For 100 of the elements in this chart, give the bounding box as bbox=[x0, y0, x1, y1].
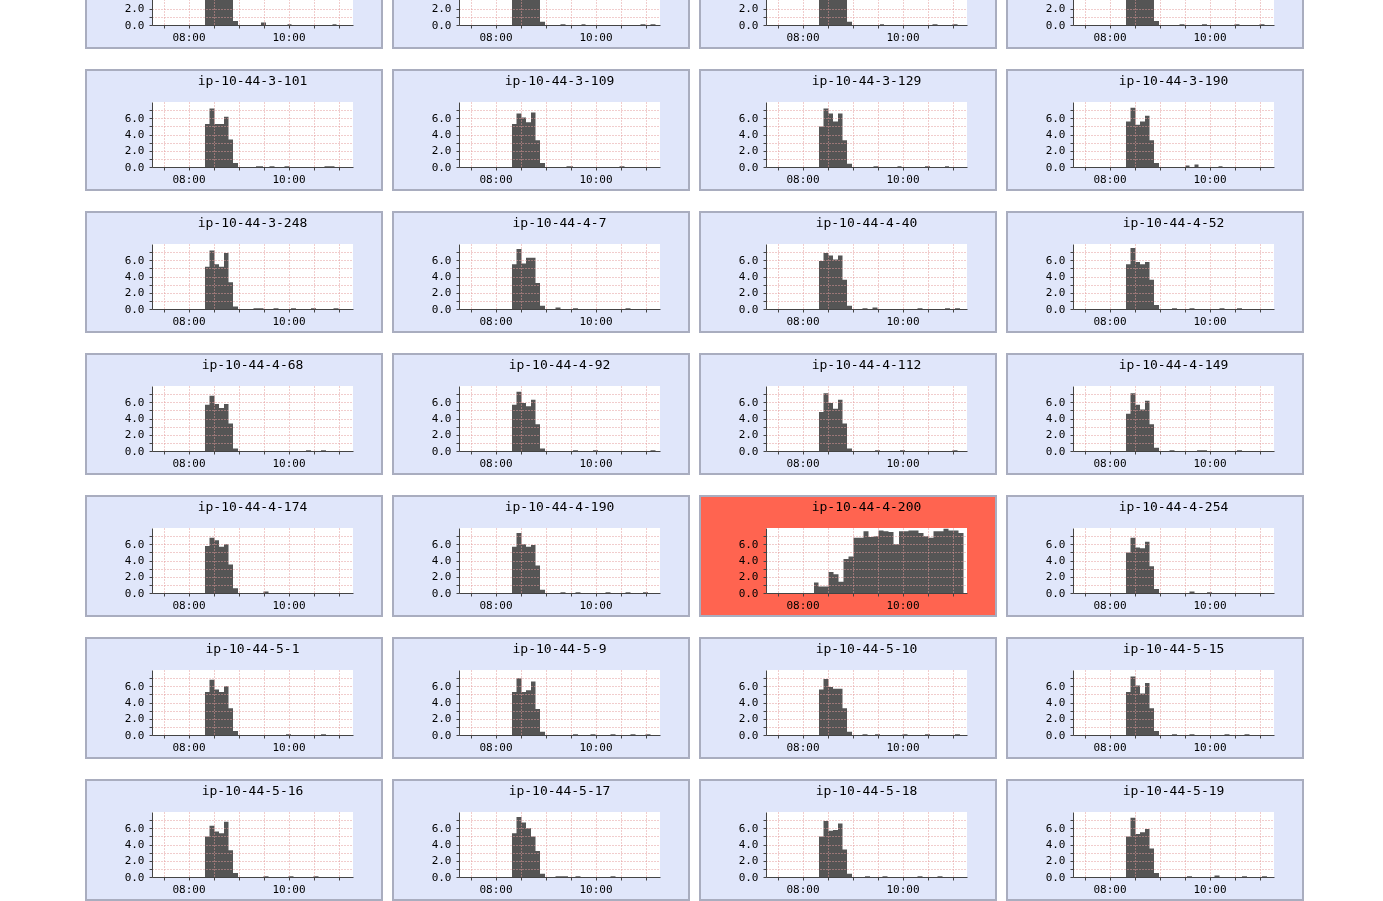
y-tick-label: 2.0 bbox=[431, 2, 452, 16]
x-tick-label: 10:00 bbox=[579, 30, 613, 44]
chart-title: ip-10-44-5-17 bbox=[508, 783, 611, 798]
y-tick-label: 6.0 bbox=[431, 395, 452, 409]
chart-title: ip-10-44-3-129 bbox=[811, 73, 922, 88]
y-tick-label: 2.0 bbox=[124, 712, 145, 726]
y-tick-label: 6.0 bbox=[1045, 111, 1066, 125]
y-tick-label: 6.0 bbox=[1045, 395, 1066, 409]
y-tick-label: 4.0 bbox=[124, 696, 145, 709]
y-tick-label: 2.0 bbox=[738, 712, 759, 726]
chart-title: ip-10-44-3-190 bbox=[1118, 73, 1229, 88]
chart-title: ip-10-44-5-9 bbox=[512, 641, 607, 656]
x-tick-label: 10:00 bbox=[1193, 172, 1227, 186]
x-tick-label: 10:00 bbox=[579, 172, 613, 186]
chart-title: ip-10-44-4-174 bbox=[197, 499, 308, 514]
x-tick-label: 08:00 bbox=[1093, 882, 1127, 896]
y-tick-label: 4.0 bbox=[1045, 412, 1066, 425]
y-tick-label: 4.0 bbox=[431, 128, 452, 141]
y-tick-label: 2.0 bbox=[124, 144, 145, 158]
y-tick-label: 2.0 bbox=[1045, 144, 1066, 158]
y-tick-label: 2.0 bbox=[124, 428, 145, 442]
x-tick-label: 08:00 bbox=[479, 314, 513, 328]
y-tick-label: 2.0 bbox=[431, 854, 452, 868]
y-tick-label: 0.0 bbox=[1045, 160, 1066, 174]
x-tick-label: 10:00 bbox=[579, 314, 613, 328]
chart-title: ip-10-44-4-190 bbox=[504, 499, 615, 514]
y-tick-label: 0.0 bbox=[124, 444, 145, 458]
y-tick-label: 2.0 bbox=[1045, 286, 1066, 300]
y-tick-label: 0.0 bbox=[431, 586, 452, 600]
x-tick-label: 08:00 bbox=[1093, 172, 1127, 186]
y-tick-label: 0.0 bbox=[431, 870, 452, 884]
y-tick-label: 2.0 bbox=[431, 286, 452, 300]
y-tick-label: 4.0 bbox=[431, 838, 452, 851]
y-tick-label: 2.0 bbox=[738, 854, 759, 868]
y-tick-label: 2.0 bbox=[1045, 2, 1066, 16]
x-tick-label: 10:00 bbox=[579, 882, 613, 896]
chart-title: ip-10-44-5-18 bbox=[815, 783, 918, 798]
x-tick-label: 10:00 bbox=[1193, 882, 1227, 896]
y-tick-label: 6.0 bbox=[431, 111, 452, 125]
x-tick-label: 08:00 bbox=[479, 30, 513, 44]
y-tick-label: 4.0 bbox=[1045, 696, 1066, 709]
x-tick-label: 08:00 bbox=[172, 30, 206, 44]
x-tick-label: 10:00 bbox=[1193, 314, 1227, 328]
chart-title: ip-10-44-3-101 bbox=[197, 73, 308, 88]
y-tick-label: 2.0 bbox=[124, 2, 145, 16]
y-tick-label: 0.0 bbox=[738, 444, 759, 458]
x-tick-label: 08:00 bbox=[786, 598, 820, 612]
y-tick-label: 2.0 bbox=[124, 286, 145, 300]
chart-title: ip-10-44-4-92 bbox=[508, 357, 611, 372]
y-tick-label: 2.0 bbox=[738, 144, 759, 158]
chart-title: ip-10-44-4-254 bbox=[1118, 499, 1229, 514]
x-tick-label: 10:00 bbox=[1193, 456, 1227, 470]
y-tick-label: 0.0 bbox=[738, 870, 759, 884]
y-tick-label: 2.0 bbox=[738, 428, 759, 442]
chart-title: ip-10-44-5-19 bbox=[1122, 783, 1225, 798]
x-tick-label: 10:00 bbox=[579, 456, 613, 470]
x-tick-label: 08:00 bbox=[786, 30, 820, 44]
y-tick-label: 4.0 bbox=[124, 270, 145, 283]
x-tick-label: 08:00 bbox=[786, 314, 820, 328]
x-tick-label: 08:00 bbox=[1093, 314, 1127, 328]
y-tick-label: 0.0 bbox=[1045, 18, 1066, 32]
y-tick-label: 6.0 bbox=[738, 395, 759, 409]
y-tick-label: 6.0 bbox=[431, 253, 452, 267]
y-tick-label: 6.0 bbox=[124, 111, 145, 125]
y-tick-label: 4.0 bbox=[738, 412, 759, 425]
y-tick-label: 6.0 bbox=[738, 821, 759, 835]
y-tick-label: 6.0 bbox=[738, 679, 759, 693]
y-tick-label: 4.0 bbox=[431, 554, 452, 567]
x-tick-label: 10:00 bbox=[579, 740, 613, 754]
y-tick-label: 6.0 bbox=[124, 395, 145, 409]
x-tick-label: 10:00 bbox=[886, 740, 920, 754]
y-tick-label: 6.0 bbox=[431, 679, 452, 693]
x-tick-label: 10:00 bbox=[272, 882, 306, 896]
chart-title: ip-10-44-4-52 bbox=[1122, 215, 1225, 230]
y-tick-label: 2.0 bbox=[431, 428, 452, 442]
chart-title: ip-10-44-3-248 bbox=[197, 215, 308, 230]
y-tick-label: 2.0 bbox=[738, 2, 759, 16]
y-tick-label: 0.0 bbox=[124, 870, 145, 884]
y-tick-label: 2.0 bbox=[431, 570, 452, 584]
y-tick-label: 2.0 bbox=[1045, 712, 1066, 726]
chart-title: ip-10-44-5-16 bbox=[201, 783, 304, 798]
chart-title: ip-10-44-4-149 bbox=[1118, 357, 1229, 372]
y-tick-label: 4.0 bbox=[1045, 270, 1066, 283]
y-tick-label: 6.0 bbox=[124, 821, 145, 835]
chart-title: ip-10-44-4-40 bbox=[815, 215, 918, 230]
y-tick-label: 0.0 bbox=[1045, 728, 1066, 742]
x-tick-label: 08:00 bbox=[479, 172, 513, 186]
x-tick-label: 10:00 bbox=[272, 30, 306, 44]
y-tick-label: 6.0 bbox=[431, 537, 452, 551]
y-tick-label: 4.0 bbox=[1045, 554, 1066, 567]
x-tick-label: 10:00 bbox=[272, 172, 306, 186]
y-tick-label: 2.0 bbox=[1045, 854, 1066, 868]
chart-title: ip-10-44-5-1 bbox=[205, 641, 300, 656]
y-tick-label: 6.0 bbox=[1045, 821, 1066, 835]
y-tick-label: 0.0 bbox=[1045, 586, 1066, 600]
y-tick-label: 6.0 bbox=[124, 253, 145, 267]
x-tick-label: 10:00 bbox=[272, 740, 306, 754]
y-tick-label: 0.0 bbox=[1045, 302, 1066, 316]
x-tick-label: 10:00 bbox=[272, 314, 306, 328]
x-tick-label: 08:00 bbox=[786, 172, 820, 186]
